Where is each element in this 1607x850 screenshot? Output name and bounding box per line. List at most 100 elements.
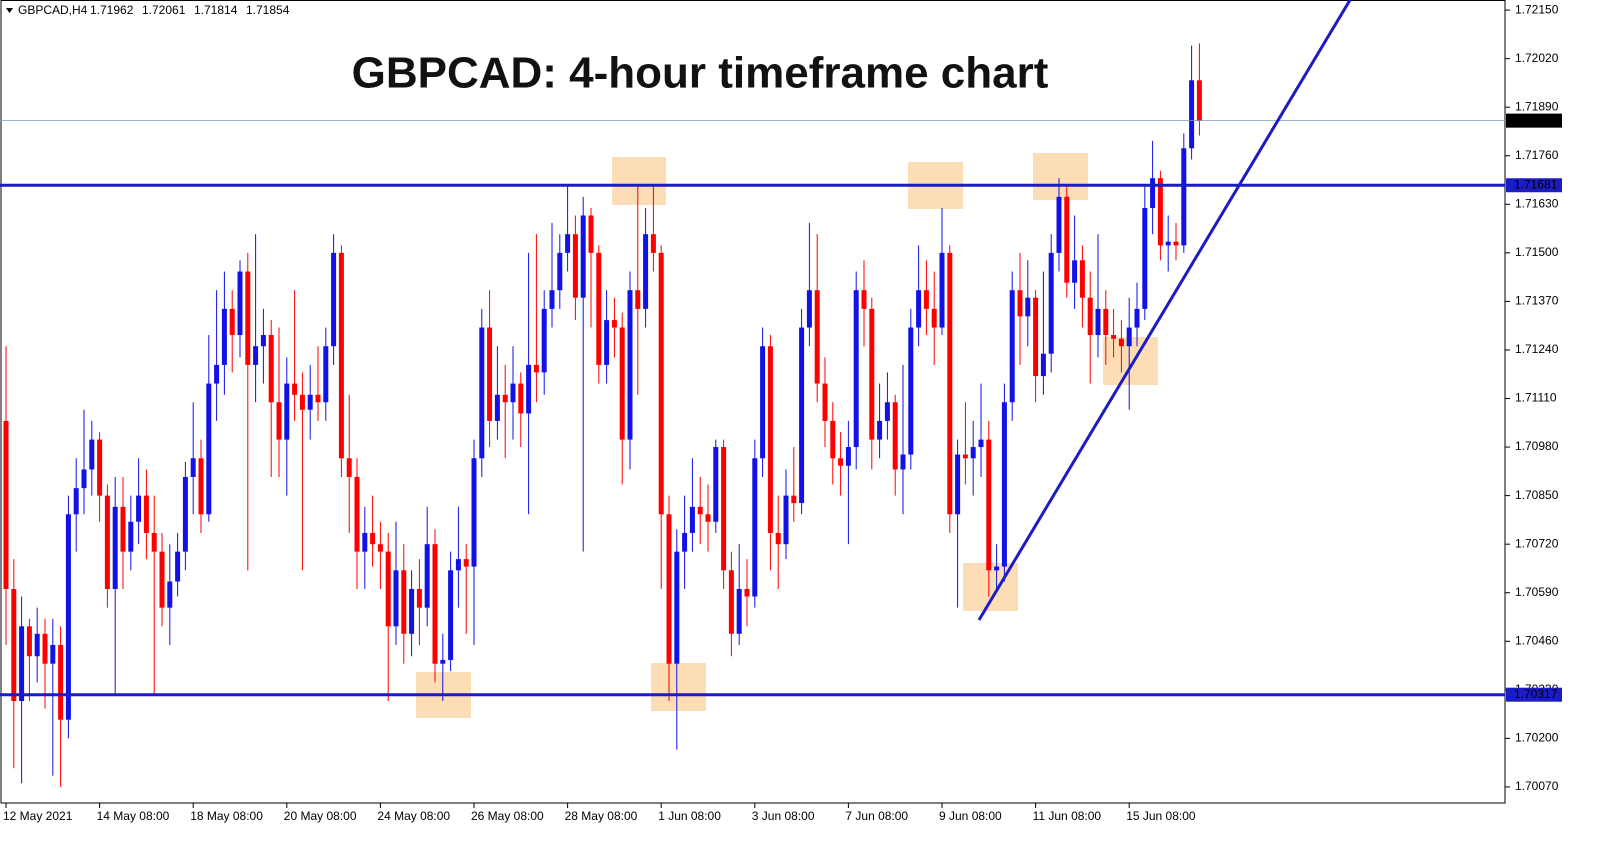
candle-body [799,327,805,504]
candle-body [666,514,672,664]
candle-body [167,581,173,608]
candle-body [838,458,844,466]
candle-body [775,532,781,545]
symbol: GBPCAD,H4 [18,3,88,17]
candle-body [432,544,438,664]
last-high: 1.72061 [142,3,186,17]
candle-body [853,290,859,448]
candle-body [822,383,828,421]
y-tick-label: 1.71240 [1515,342,1559,356]
candle-body [260,335,266,347]
candle-body [1111,335,1117,339]
trendline [977,0,1352,621]
candle-body [448,570,454,660]
x-tick-label: 24 May 08:00 [377,809,450,823]
candle-body [627,290,633,440]
candle-body [721,447,727,571]
candle-body [643,234,649,309]
candle-body [416,588,422,608]
candle-body [346,458,352,477]
candle-body [128,521,134,552]
candle-body [588,215,594,253]
candle-body [1103,308,1109,336]
candle-body [143,495,149,533]
candle-body [557,252,563,291]
candle-body [65,514,71,720]
candle-body [814,290,820,384]
candle-body [440,659,446,664]
y-tick-label: 1.70460 [1515,633,1559,647]
candle-body [409,588,415,634]
zone [651,663,706,711]
candle-body [1017,290,1023,317]
candle-body [697,506,703,515]
candle-body [1064,196,1070,283]
candle-body [362,532,368,552]
y-tick-label: 1.71110 [1515,391,1557,405]
candle-body [3,420,9,589]
chart-title: GBPCAD: 4-hour timeframe chart [352,49,1049,98]
candle-body [471,458,477,567]
y-tick-label: 1.71760 [1515,148,1559,162]
candle-body [877,420,883,440]
candle-body [385,551,391,627]
candle-body [151,532,157,552]
candle-body [931,308,937,328]
candle-body [34,633,40,657]
candle-body [947,252,953,515]
candle-body [81,469,87,489]
candle-body [73,488,79,515]
candle-body [1142,208,1148,309]
candle-body [705,514,711,522]
candle-body [650,234,656,253]
x-tick-label: 9 Jun 08:00 [939,809,1002,823]
candle-body [994,566,1000,571]
candle-body [923,290,929,309]
candle-body [978,439,984,448]
candle-body [377,544,383,552]
highlight-zones [416,153,1158,718]
price-label-box [1506,113,1562,128]
candle-body [182,476,188,552]
x-tick-label: 20 May 08:00 [284,809,357,823]
candle-body [299,394,305,410]
candle-body [463,559,469,567]
zone [612,157,666,205]
candle-body [1072,260,1078,283]
candle-body [268,335,274,403]
candle-body [635,290,641,309]
x-tick-label: 28 May 08:00 [565,809,638,823]
candle-body [159,551,165,608]
candle-body [682,532,688,552]
candle-body [206,383,212,515]
candle-body [1079,260,1085,298]
candle-body [1001,402,1007,567]
candle-body [393,570,399,627]
candle-body [370,532,376,545]
candle-body [331,252,337,347]
candle-body [674,551,680,664]
level-label: 1.71681 [1514,177,1558,191]
candle-body [245,271,251,365]
x-tick-label: 11 Jun 08:00 [1033,809,1102,823]
candle-body [791,495,797,504]
candle-body [112,506,118,589]
candle-body [604,320,610,365]
candle-body [767,346,773,533]
candle-body [1033,297,1039,377]
y-tick-label: 1.70590 [1515,585,1559,599]
x-tick-label: 14 May 08:00 [97,809,170,823]
candle-body [830,420,836,459]
candle-body [861,290,867,309]
menu-arrow[interactable] [6,8,13,13]
candle-body [97,439,103,496]
candle-body [11,588,17,702]
candle-body [744,588,750,597]
candle-body [736,588,742,634]
candle-body [26,626,32,657]
candle-body [58,645,64,720]
candle-body [1095,308,1101,336]
candle-body [1181,148,1187,246]
candle-body [487,327,493,421]
